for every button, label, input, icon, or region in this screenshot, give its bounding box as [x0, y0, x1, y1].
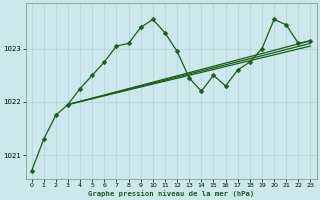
- X-axis label: Graphe pression niveau de la mer (hPa): Graphe pression niveau de la mer (hPa): [88, 190, 254, 197]
